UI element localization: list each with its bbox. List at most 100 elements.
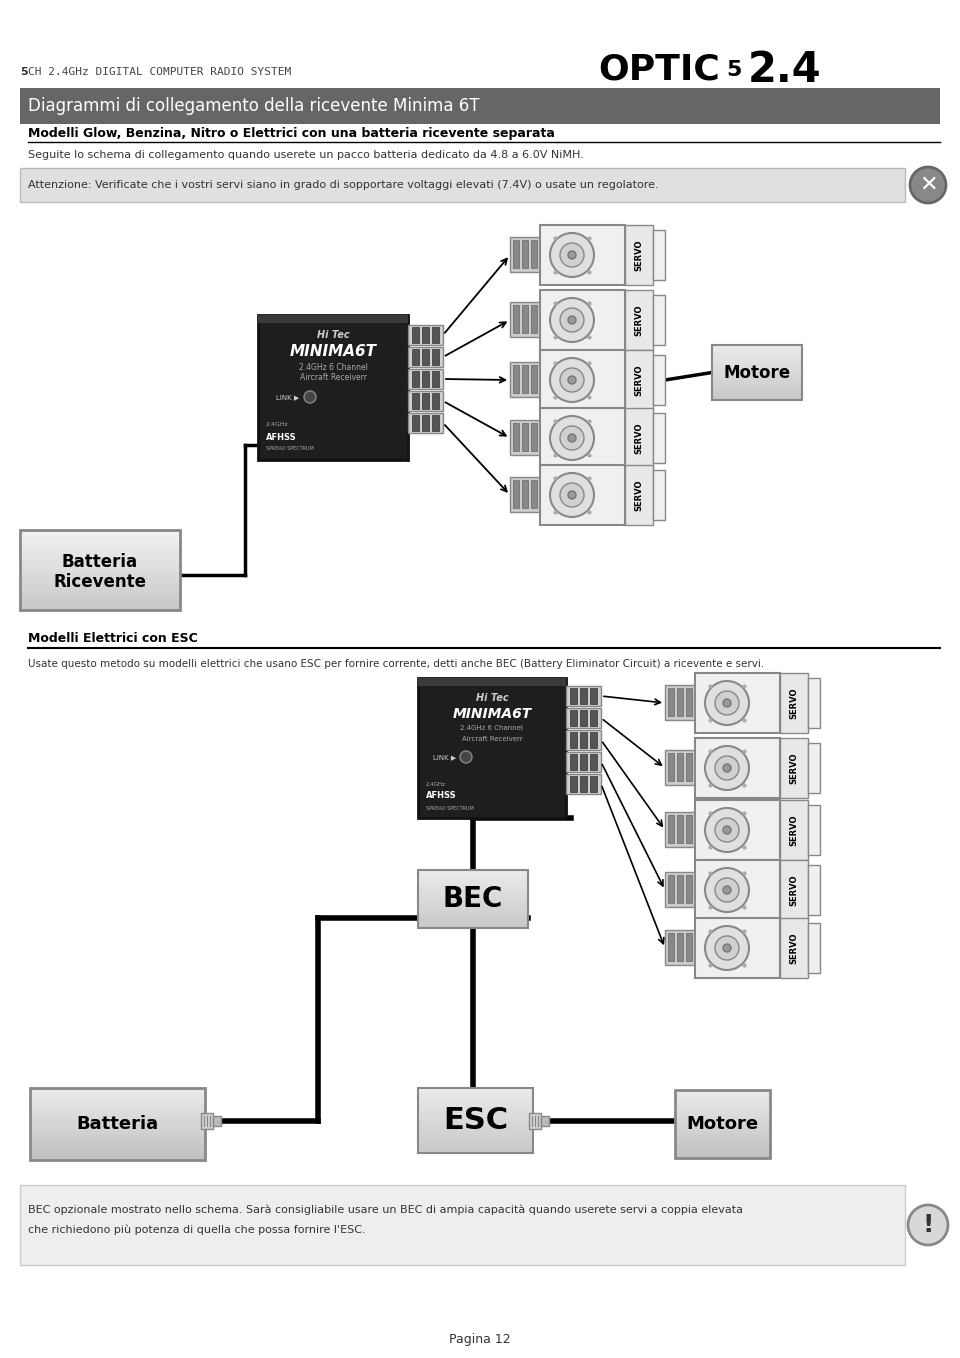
Circle shape (560, 426, 584, 449)
Bar (712, 395, 802, 397)
Bar (675, 1101, 770, 1104)
Bar (432, 416, 439, 430)
Text: CH 2.4GHz DIGITAL COMPUTER RADIO SYSTEM: CH 2.4GHz DIGITAL COMPUTER RADIO SYSTEM (28, 67, 291, 77)
Bar (513, 479, 519, 508)
Bar (712, 368, 802, 371)
Circle shape (715, 691, 739, 716)
Bar (675, 1104, 770, 1105)
Circle shape (304, 391, 316, 403)
Circle shape (560, 483, 584, 507)
Bar (695, 860, 780, 919)
Bar (30, 1127, 205, 1130)
Bar (20, 589, 180, 592)
Bar (30, 1131, 205, 1134)
Bar (712, 345, 802, 346)
Bar (675, 1128, 770, 1131)
Bar (30, 1137, 205, 1139)
Bar (418, 1134, 533, 1135)
Bar (418, 904, 528, 907)
Bar (675, 1122, 770, 1124)
Bar (675, 1097, 770, 1099)
Bar (675, 1154, 770, 1157)
Bar (531, 479, 537, 508)
Bar (712, 380, 802, 383)
Bar (653, 413, 665, 463)
Bar (201, 1112, 213, 1128)
Bar (513, 240, 519, 268)
Bar (418, 870, 528, 928)
Circle shape (568, 376, 576, 384)
Bar (418, 1105, 533, 1108)
Bar (30, 1158, 205, 1161)
Bar (418, 885, 528, 888)
Bar (675, 1120, 770, 1123)
Bar (20, 542, 180, 545)
Bar (418, 1143, 533, 1145)
Bar (418, 872, 528, 873)
Bar (30, 1120, 205, 1123)
Bar (570, 732, 577, 748)
Text: SERVO: SERVO (789, 932, 799, 964)
Bar (695, 737, 780, 799)
Text: Aircraft Receiverr: Aircraft Receiverr (462, 736, 522, 741)
Text: SERVO: SERVO (789, 815, 799, 846)
Bar (590, 775, 597, 792)
Bar (418, 1135, 533, 1137)
Circle shape (550, 359, 594, 402)
Bar (675, 1095, 770, 1097)
Bar (675, 1107, 770, 1109)
Bar (20, 540, 180, 542)
Bar (20, 532, 180, 535)
Bar (712, 379, 802, 382)
Bar (675, 1127, 770, 1130)
Bar (418, 1127, 533, 1128)
Bar (677, 689, 683, 716)
Bar (418, 1131, 533, 1134)
Text: Hi Tec: Hi Tec (476, 693, 508, 703)
Bar (675, 1138, 770, 1139)
Bar (30, 1090, 205, 1092)
Bar (418, 911, 528, 913)
Bar (20, 538, 180, 540)
Bar (540, 225, 625, 285)
Circle shape (723, 826, 731, 834)
Bar (418, 1138, 533, 1141)
Circle shape (568, 492, 576, 498)
Bar (665, 930, 695, 966)
Bar (540, 407, 625, 469)
Text: LINK ▶: LINK ▶ (276, 394, 300, 401)
Bar (418, 1097, 533, 1100)
Text: SERVO: SERVO (789, 875, 799, 906)
Circle shape (550, 416, 594, 460)
Bar (30, 1114, 205, 1115)
Text: SERVO: SERVO (789, 752, 799, 784)
Bar (432, 349, 439, 365)
Bar (580, 710, 587, 727)
Bar (20, 554, 180, 557)
Bar (665, 750, 695, 785)
Bar (30, 1122, 205, 1124)
Text: Modelli Glow, Benzina, Nitro o Elettrici con una batteria ricevente separata: Modelli Glow, Benzina, Nitro o Elettrici… (28, 128, 555, 140)
Bar (432, 327, 439, 344)
Bar (30, 1093, 205, 1096)
Bar (418, 1139, 533, 1142)
Bar (30, 1126, 205, 1128)
Bar (418, 1109, 533, 1111)
Text: Ricevente: Ricevente (54, 573, 147, 591)
Bar (20, 604, 180, 607)
Bar (418, 906, 528, 909)
Bar (20, 536, 180, 539)
Bar (30, 1088, 205, 1160)
Bar (668, 815, 674, 843)
Bar (522, 240, 528, 268)
Bar (418, 1148, 533, 1150)
Bar (513, 306, 519, 333)
Bar (712, 361, 802, 364)
Bar (653, 295, 665, 345)
Bar (30, 1111, 205, 1114)
Bar (712, 376, 802, 379)
Bar (712, 345, 802, 401)
Bar (780, 918, 808, 978)
Circle shape (550, 297, 594, 342)
Bar (712, 384, 802, 387)
